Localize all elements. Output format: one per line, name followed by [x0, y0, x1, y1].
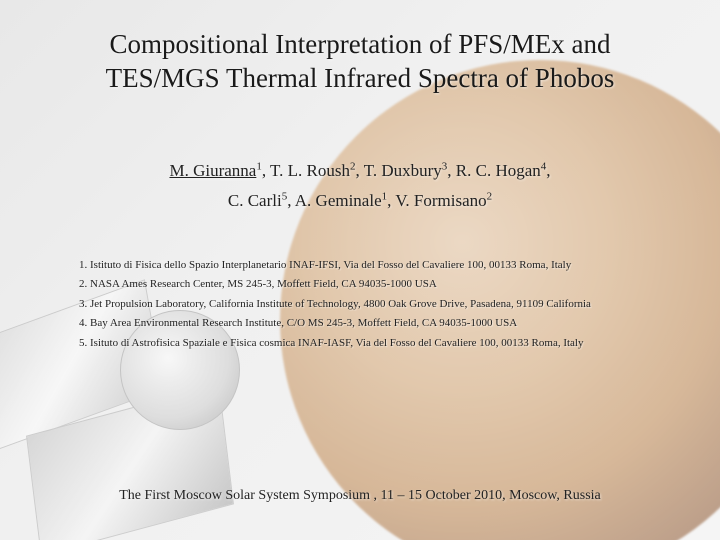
affiliation-item: Bay Area Environmental Research Institut… — [90, 315, 670, 333]
affiliation-item: Istituto di Fisica dello Spazio Interpla… — [90, 257, 670, 275]
affiliations: Istituto di Fisica dello Spazio Interpla… — [50, 257, 670, 355]
affiliation-item: Jet Propulsion Laboratory, California In… — [90, 296, 670, 314]
affiliation-list: Istituto di Fisica dello Spazio Interpla… — [70, 257, 670, 353]
slide-footer: The First Moscow Solar System Symposium … — [50, 488, 670, 520]
affiliation-item: NASA Ames Research Center, MS 245-3, Mof… — [90, 276, 670, 294]
slide-title: Compositional Interpretation of PFS/MEx … — [50, 28, 670, 96]
authors-line-1: M. Giuranna1, T. L. Roush2, T. Duxbury3,… — [50, 156, 670, 187]
slide-content: Compositional Interpretation of PFS/MEx … — [0, 0, 720, 540]
author-list: M. Giuranna1, T. L. Roush2, T. Duxbury3,… — [50, 156, 670, 217]
authors-line-2: C. Carli5, A. Geminale1, V. Formisano2 — [50, 186, 670, 217]
affiliation-item: Isituto di Astrofisica Spaziale e Fisica… — [90, 335, 670, 353]
